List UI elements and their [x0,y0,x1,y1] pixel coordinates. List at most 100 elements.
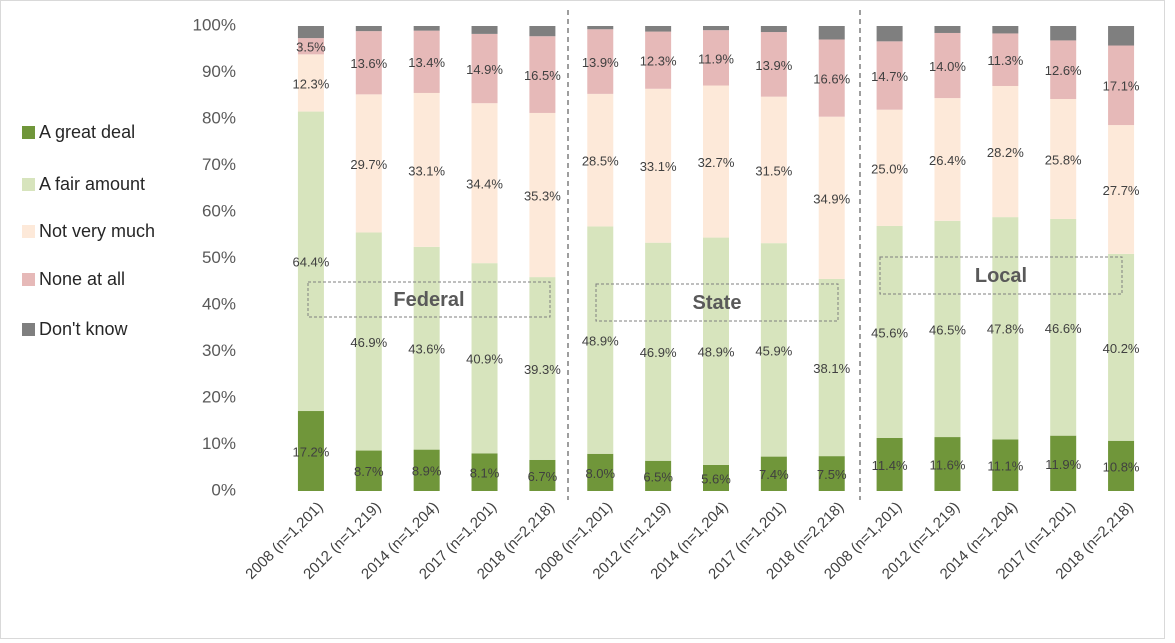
data-label: 38.1% [813,361,850,376]
data-label: 40.2% [1103,341,1140,356]
data-label: 8.1% [470,466,500,481]
data-label: 35.3% [524,188,561,203]
bar-segment [413,92,440,247]
data-label: 45.6% [871,325,908,340]
y-tick-label: 90% [202,62,236,81]
y-tick-label: 50% [202,248,236,267]
y-tick-label: 100% [193,15,236,34]
y-tick-label: 0% [211,480,236,499]
y-tick-label: 20% [202,387,236,406]
bar-segment [1108,253,1135,441]
bar-segment [703,85,729,238]
data-label: 6.5% [643,469,673,484]
bar-segment [876,225,903,438]
data-label: 12.3% [640,54,677,69]
bar-segment [1050,435,1077,491]
bar-segment [645,26,672,32]
data-label: 11.9% [1045,457,1081,472]
data-label: 46.5% [929,322,966,337]
bar-segment [992,26,1019,34]
data-label: 47.8% [987,322,1024,337]
data-label: 8.0% [585,466,615,481]
data-label: 48.9% [698,345,735,360]
bar-segment [1108,26,1135,46]
data-label: 11.3% [987,53,1023,68]
data-label: 46.9% [640,345,677,360]
bar-segment [471,263,498,454]
data-label: 8.7% [354,464,384,479]
y-tick-label: 70% [202,155,236,174]
y-tick-label: 10% [202,434,236,453]
data-label: 10.8% [1103,459,1140,474]
bar-segment [818,26,845,40]
legend-label: Not very much [39,221,155,241]
data-label: 34.9% [813,191,850,206]
data-label: 12.3% [292,76,329,91]
data-label: 7.4% [759,467,789,482]
y-tick-label: 40% [202,294,236,313]
bar-segment [760,243,787,457]
bar-segment [934,98,961,221]
bar-segment [760,96,787,244]
legend-label: None at all [39,269,125,289]
data-label: 14.9% [466,62,503,77]
bar-segment [355,450,382,491]
bar-segment [992,439,1019,491]
data-label: 11.4% [872,458,908,473]
bar-segment [297,38,324,55]
bar-segment [876,41,903,110]
data-label: 46.6% [1045,321,1082,336]
bar-segment [1050,218,1077,436]
bar-segment [818,39,845,117]
bar-segment [413,246,440,450]
bar-segment [992,33,1019,86]
bar-segment [992,217,1019,440]
bar-segment [818,456,845,491]
data-label: 12.6% [1045,63,1082,78]
legend-swatch [22,273,35,286]
bar-segment [760,26,787,33]
annotation-box [595,283,839,322]
bar-segment [471,26,498,34]
data-label: 3.5% [296,40,326,55]
data-label: 14.7% [871,69,908,84]
bar-segment [355,26,382,32]
bar-segment [355,31,382,95]
bar-segment [355,232,382,451]
bar-segment [703,26,729,31]
data-label: 25.0% [871,161,908,176]
data-label: 64.4% [292,255,329,270]
data-label: 5.6% [701,471,731,486]
bar-segment [587,29,614,94]
data-label: 39.3% [524,362,561,377]
data-label: 28.2% [987,145,1024,160]
bar-segment [703,237,729,465]
bar-segment [529,26,556,37]
data-label: 31.5% [755,163,792,178]
annotation: State [693,292,742,314]
bar-segment [760,456,787,491]
data-label: 13.9% [755,58,792,73]
bar-segment [876,109,903,226]
data-label: 43.6% [408,342,445,357]
bar-segment [587,26,614,30]
bar-segment [413,449,440,491]
data-label: 7.5% [817,467,847,482]
annotation-box [879,256,1123,295]
bar-segment [1050,99,1077,219]
data-label: 46.9% [350,335,387,350]
data-label: 17.1% [1103,79,1140,94]
data-label: 6.7% [528,469,558,484]
bar-segment [297,26,324,39]
data-label: 33.1% [640,159,677,174]
bar-segment [645,460,672,491]
bar-segment [1108,45,1135,126]
legend-swatch [22,178,35,191]
data-label: 14.0% [929,59,966,74]
bar-segment [934,437,961,491]
bar-segment [297,54,324,112]
bar-segment [529,277,556,460]
data-label: 28.5% [582,154,619,169]
